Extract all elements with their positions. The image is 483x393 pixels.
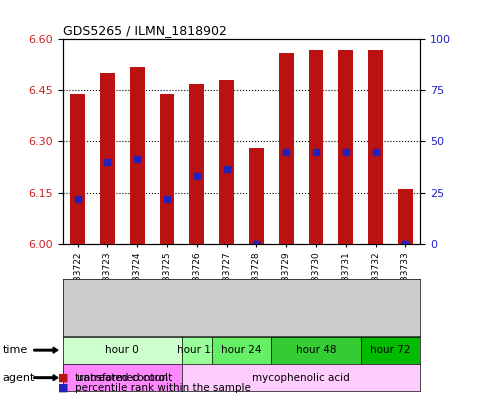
Bar [219,80,234,244]
Bar [130,66,145,244]
Bar [249,148,264,244]
Text: hour 0: hour 0 [105,345,139,355]
Text: ■: ■ [58,373,69,383]
Bar [159,94,174,244]
Text: percentile rank within the sample: percentile rank within the sample [75,383,251,393]
Bar [70,94,85,244]
Bar [368,50,383,244]
Bar [189,84,204,244]
Text: hour 48: hour 48 [296,345,336,355]
Text: ■: ■ [58,383,69,393]
Text: hour 24: hour 24 [221,345,262,355]
Text: GDS5265 / ILMN_1818902: GDS5265 / ILMN_1818902 [63,24,227,37]
Bar [338,50,353,244]
Text: hour 12: hour 12 [177,345,217,355]
Text: transformed count: transformed count [75,373,172,383]
Bar [279,53,294,244]
Text: time: time [2,345,28,355]
Text: mycophenolic acid: mycophenolic acid [252,373,350,383]
Text: hour 72: hour 72 [370,345,411,355]
Bar [398,189,413,244]
Text: agent: agent [2,373,35,383]
Bar [309,50,324,244]
Text: untreated control: untreated control [77,373,168,383]
Bar [100,73,115,244]
